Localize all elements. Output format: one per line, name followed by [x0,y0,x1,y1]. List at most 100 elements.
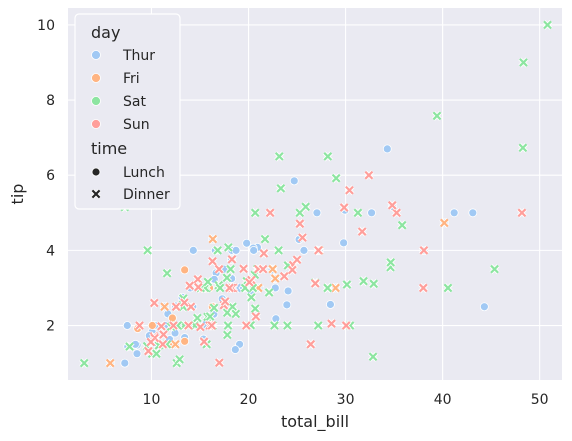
data-point-sun-dinner [279,271,290,282]
data-point-sat-dinner [246,292,257,303]
data-point-sun-dinner [214,264,225,275]
marker-cross [517,208,527,218]
data-point-thur-lunch [289,176,299,186]
x-tick-label: 10 [143,392,161,408]
data-point-sat-dinner [358,276,369,287]
data-point-sun-dinner [294,218,305,229]
marker-cross [227,255,237,264]
marker-cross [270,274,280,283]
data-point-sat-dinner [322,282,333,293]
data-point-thur-lunch [449,208,459,218]
data-point-sat-dinner [368,351,379,362]
data-point-sun-dinner [168,320,179,331]
legend-label-fri: Fri [123,71,140,87]
marker-cross [359,276,368,286]
marker-cross [226,264,235,274]
marker-cross [432,111,442,121]
data-point-sat-dinner [174,354,185,365]
marker-cross [369,279,379,289]
marker-cross [223,321,233,330]
data-point-sun-dinner [171,301,182,312]
legend-marker-dinner [90,188,102,200]
data-point-sat-dinner [294,207,305,218]
marker-cross [125,342,134,351]
data-point-sun-dinner [183,320,194,331]
x-axis-label: total_bill [281,412,349,432]
data-point-sun-dinner [244,277,255,288]
marker-cross [225,283,234,293]
marker-cross [208,256,217,266]
marker-cross [207,321,217,330]
data-point-fri-lunch [180,336,190,346]
data-point-sun-dinner [241,320,252,331]
data-point-sat-dinner [300,201,311,212]
marker-cross [250,304,260,313]
data-point-sun-dinner [149,297,160,308]
marker-cross [135,321,144,330]
data-point-sat-dinner [282,320,293,331]
data-point-sun-dinner [250,311,261,322]
data-point-fri-dinner [170,339,181,350]
marker-cross [392,208,401,218]
marker-cross [158,339,168,349]
legend-style-entries: Lunch Dinner [90,165,170,203]
marker-cross [169,321,178,330]
data-point-thur-lunch [188,245,198,255]
marker-cross [205,312,215,321]
data-point-sat-dinner [215,282,226,293]
marker-cross [419,245,429,255]
data-point-sun-dinner [214,357,225,368]
data-point-thur-lunch [122,321,132,330]
marker-cross [306,339,316,349]
marker-cross [209,303,219,313]
data-point-sun-dinner [258,264,269,275]
data-point-sun-dinner [418,282,429,293]
data-point-sat-dinner [322,151,333,162]
data-point-sun-dinner [207,256,218,267]
data-point-sat-dinner [223,242,234,253]
legend-hue-title: day [91,23,120,42]
data-point-sun-dinner [199,336,210,347]
data-point-sat-dinner [162,268,173,279]
y-tick-label: 6 [46,168,55,184]
marker-cross [258,264,268,274]
marker-cross [192,313,202,323]
marker-cross [314,245,323,255]
marker-cross [357,227,367,236]
data-point-sun-dinner [363,170,374,181]
marker-cross [323,152,333,161]
data-point-thur-lunch [468,208,478,218]
legend-marker-lunch [91,167,101,177]
data-point-sun-dinner [387,200,398,211]
data-point-sun-dinner [292,254,303,265]
marker-cross [214,358,224,368]
marker-cross [313,321,323,330]
marker-cross [331,173,341,183]
data-point-sun-dinner [193,282,204,293]
marker-cross [279,271,289,281]
data-point-sun-dinner [287,264,298,275]
data-point-sat-dinner [227,301,238,312]
legend-label-lunch: Lunch [123,165,165,181]
marker-cross [149,298,159,308]
marker-cross [339,203,349,212]
legend-label-thur: Thur [122,48,155,64]
data-point-sat-dinner [205,311,216,322]
marker-cross [327,319,336,329]
data-point-sat-dinner [250,303,261,314]
marker-cross [283,321,292,330]
marker-cross [439,218,449,228]
data-point-sat-dinner [192,312,203,324]
legend-label-sun: Sun [123,117,150,133]
data-point-thur-lunch [367,208,376,218]
marker-cross [179,298,189,307]
marker-cross [270,321,279,330]
data-point-fri-dinner [159,301,170,312]
data-point-sat-dinner [202,276,213,287]
data-point-sun-dinner [341,320,352,331]
y-tick-label: 10 [37,18,55,34]
data-point-sat-dinner [313,320,324,331]
data-point-sun-dinner [156,321,167,332]
marker-cross [143,346,153,356]
marker-cross [274,245,283,255]
